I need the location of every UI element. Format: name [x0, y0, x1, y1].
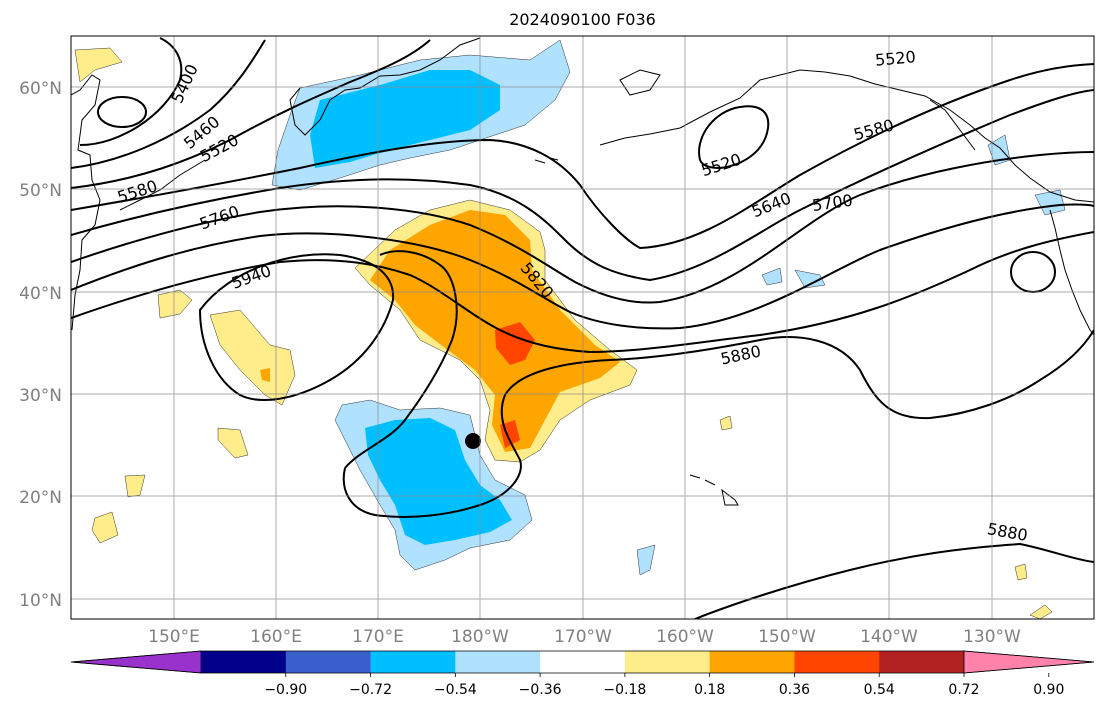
contour-5520-alaska	[698, 105, 770, 170]
lat-label: 30°N	[19, 386, 62, 406]
contour-5880-south	[694, 542, 1094, 619]
colorbar: −0.90 −0.72 −0.54 −0.36 −0.18 0.18 0.36 0.54 0.7…	[70, 650, 1095, 698]
contour-5640	[71, 89, 1094, 282]
colorbar-segment	[201, 651, 287, 673]
colorbar-tick-label: 0.18	[694, 682, 725, 698]
lon-label: 180°W	[451, 627, 509, 647]
contour-5460	[71, 39, 266, 169]
contour-5880-east	[342, 329, 1094, 518]
contour-5820	[71, 231, 1094, 354]
longitude-labels: 150°E 160°E 170°E 180°W 170°W 160°W 150°…	[148, 627, 1021, 647]
lon-label: 150°E	[148, 627, 200, 647]
colorbar-segment	[879, 651, 965, 673]
colorbar-segment	[794, 651, 880, 673]
colorbar-tick-label: −0.90	[264, 682, 307, 698]
map-frame	[70, 35, 1095, 620]
colorbar-tick-label: 0.72	[948, 682, 979, 698]
lon-label: 150°W	[758, 627, 816, 647]
contour-5940	[198, 253, 395, 401]
lon-label: 170°W	[554, 627, 612, 647]
lon-label: 160°W	[656, 627, 714, 647]
colorbar-tick-label: 0.90	[1033, 682, 1064, 698]
colorbar-tick-label: −0.54	[434, 682, 477, 698]
coastlines	[71, 37, 1094, 506]
colorbar-segment	[285, 651, 372, 673]
contour-5340	[97, 96, 147, 128]
positive-anomaly-central-pacific	[74, 47, 1053, 619]
lat-label: 40°N	[19, 284, 62, 304]
colorbar-tick-label: −0.72	[349, 682, 392, 698]
contour-label-5520-b: 5520	[874, 47, 916, 69]
negative-anomaly-north-pacific	[271, 39, 1066, 216]
lat-label: 20°N	[19, 488, 62, 508]
contour-5580	[71, 63, 1094, 250]
colorbar-tick-label: 0.54	[864, 682, 895, 698]
colorbar-extend-high	[963, 650, 1095, 674]
colorbar-outline	[70, 650, 1095, 674]
colorbar-extend-low	[70, 650, 202, 674]
contour-labels: 5400 5460 5520 5520 5520 5580 5580 5640 …	[115, 47, 1029, 545]
lon-label: 160°E	[250, 627, 302, 647]
lon-label: 130°W	[963, 627, 1021, 647]
colorbar-segment	[455, 651, 541, 673]
contour-5760	[71, 203, 1094, 330]
gridlines	[71, 36, 1094, 619]
contour-5700	[71, 151, 1094, 304]
colorbar-segment	[624, 651, 711, 673]
colorbar-segment	[540, 651, 626, 673]
lon-label: 170°E	[352, 627, 404, 647]
lat-label: 60°N	[19, 79, 62, 99]
colorbar-tick-label: 0.36	[779, 682, 810, 698]
lat-label: 10°N	[19, 591, 62, 611]
colorbar-tick-label: −0.18	[603, 682, 646, 698]
contour-5520-west	[71, 39, 431, 189]
lat-label: 50°N	[19, 181, 62, 201]
location-marker	[465, 433, 481, 449]
colorbar-segment	[709, 651, 795, 673]
map-title: 2024090100 F036	[509, 10, 656, 29]
lon-label: 140°W	[860, 627, 918, 647]
latitude-labels: 60°N 50°N 40°N 30°N 20°N 10°N	[19, 79, 62, 611]
contour-5880-west	[344, 250, 458, 469]
colorbar-tick-label: −0.36	[519, 682, 562, 698]
colorbar-segment	[370, 651, 456, 673]
negative-anomaly-subtropics	[334, 267, 826, 576]
